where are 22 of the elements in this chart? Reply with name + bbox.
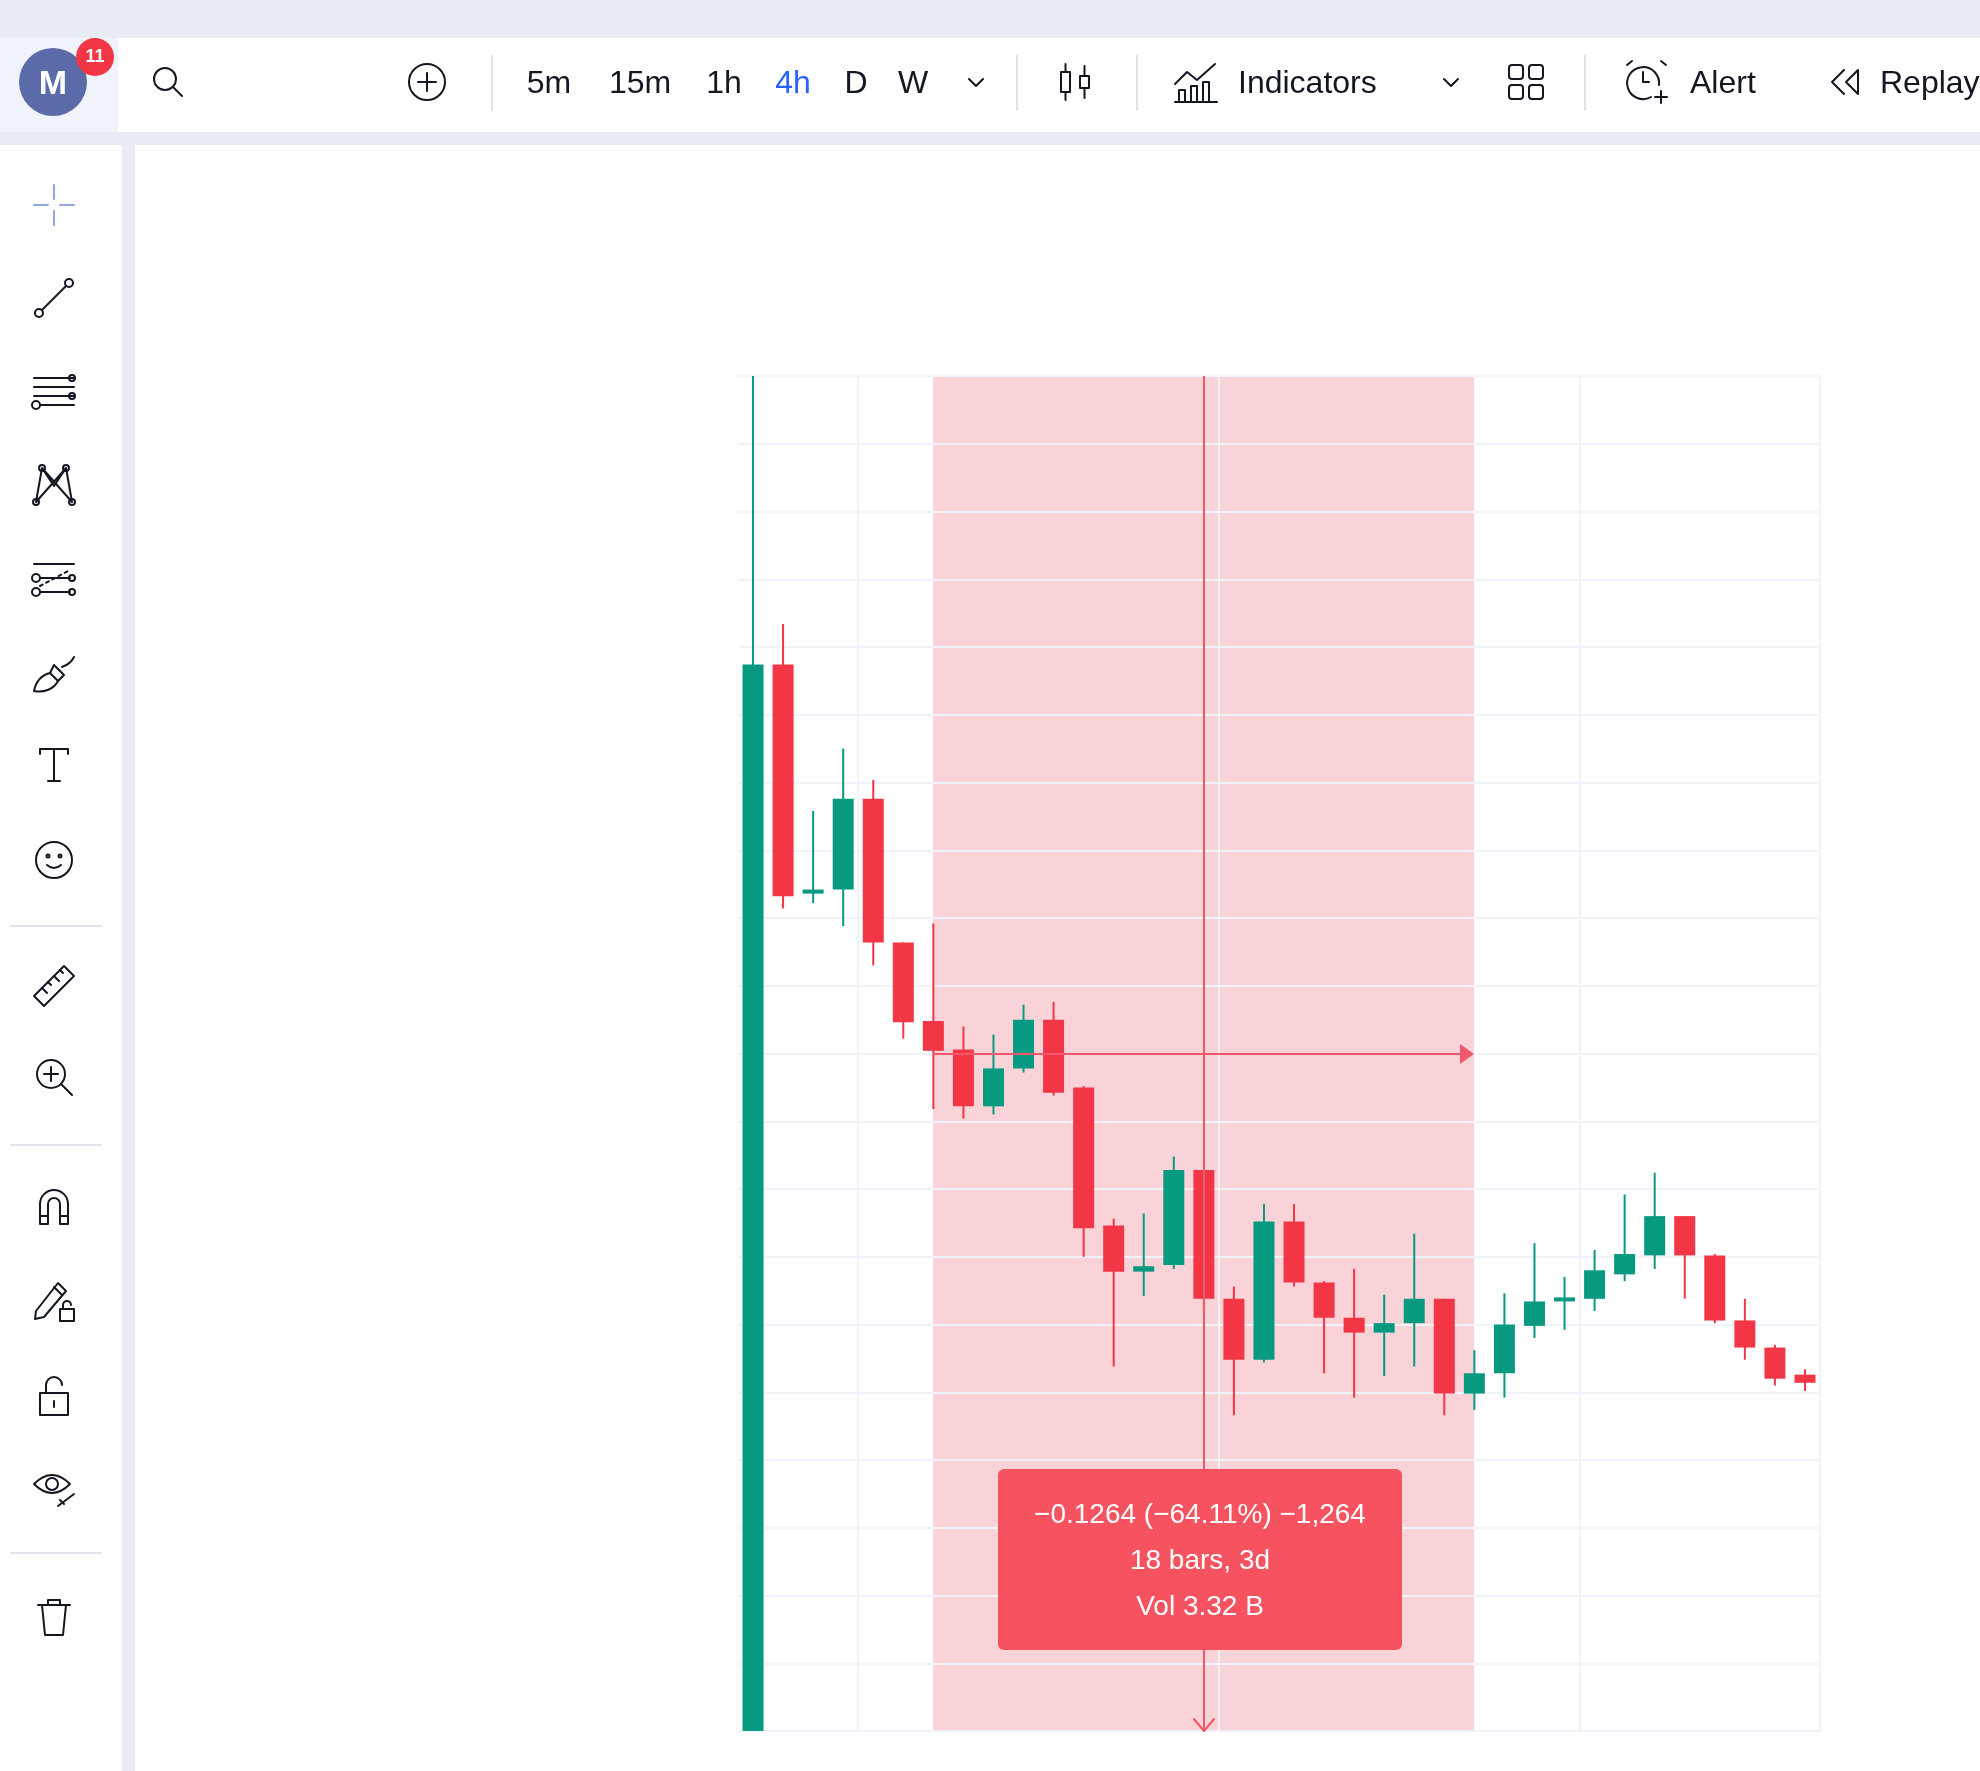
text: Indicators <box>1238 63 1377 100</box>
candlestick <box>1133 1212 1155 1298</box>
text: 15m <box>608 63 672 100</box>
candlestick <box>1343 1267 1365 1399</box>
text: 5m <box>526 63 572 100</box>
candlestick <box>1554 1276 1576 1331</box>
text: D <box>844 63 868 100</box>
annotation: −0.1264 (−64.11%) −1,264 <box>1034 1497 1366 1529</box>
text: 1h <box>706 63 742 100</box>
candlestick <box>1614 1193 1636 1283</box>
text: Replay <box>1880 63 1980 100</box>
candlestick <box>802 809 824 905</box>
text: W <box>897 63 929 100</box>
text: M <box>38 62 68 101</box>
annotation: Vol 3.32 B <box>1136 1589 1264 1621</box>
text: 4h <box>775 63 811 100</box>
text: Alert <box>1690 63 1756 100</box>
candlestick <box>1463 1349 1485 1411</box>
candlestick <box>1373 1293 1395 1377</box>
text: 11 <box>85 46 105 67</box>
candlestick <box>1794 1368 1816 1392</box>
annotation: 18 bars, 3d <box>1129 1543 1271 1575</box>
